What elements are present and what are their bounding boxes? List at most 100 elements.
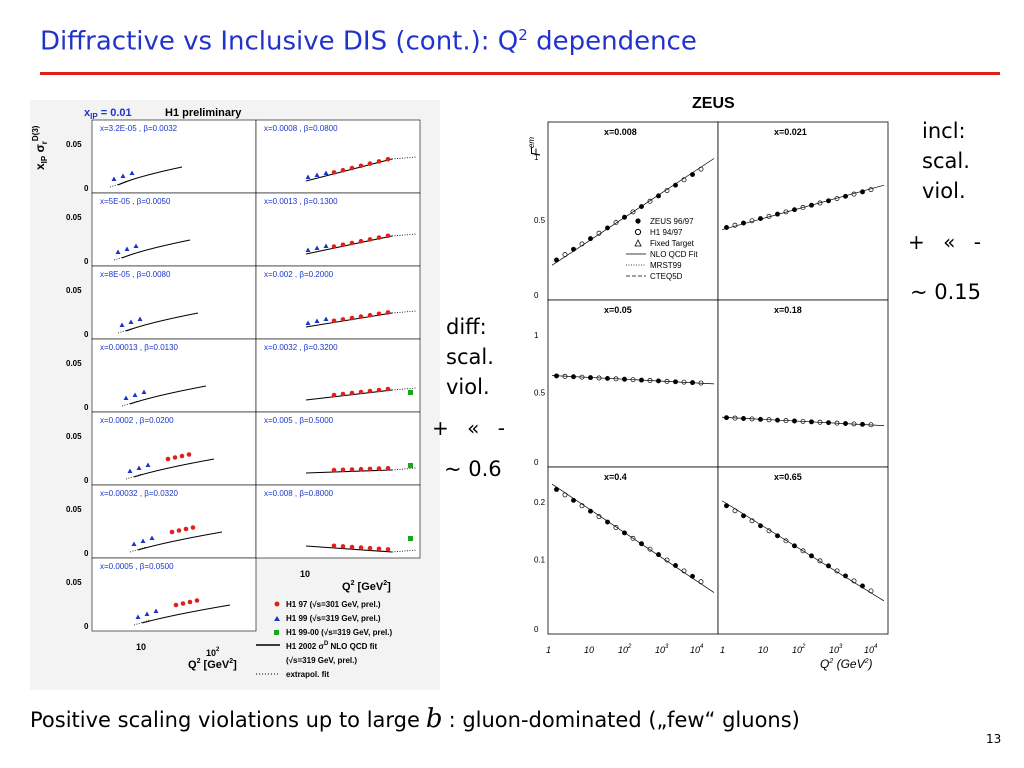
zeus-fit-line bbox=[721, 416, 885, 426]
h1-panel-frame bbox=[91, 557, 257, 632]
h1-ytick-label: 0.05 bbox=[66, 286, 82, 295]
zeus-ylabel: Fem bbox=[527, 137, 543, 156]
h1-99-point bbox=[305, 247, 311, 252]
h1-ytick-label: 0 bbox=[84, 330, 89, 339]
zeus-ytick-label: 0 bbox=[534, 625, 539, 634]
h1-ytick-label: 0.05 bbox=[66, 140, 82, 149]
incl-sign: + « - bbox=[908, 230, 987, 254]
h1-right-panel-label: x=0.008 , β=0.8000 bbox=[264, 489, 334, 498]
h1-fit-curve bbox=[121, 239, 191, 259]
h1-97-point bbox=[179, 453, 185, 459]
h1-97-point bbox=[349, 544, 355, 550]
svg-text:H1 99-00 (√s=319 GeV, prel.): H1 99-00 (√s=319 GeV, prel.) bbox=[286, 628, 392, 637]
h1-panel-frame bbox=[255, 119, 421, 194]
diff-annotation: diff: scal. viol. bbox=[446, 315, 494, 399]
zeus-panel-label: x=0.65 bbox=[774, 472, 802, 482]
diff-sign: + « - bbox=[432, 416, 511, 440]
h1-99-point bbox=[137, 316, 143, 321]
zeus-panel-label: x=0.008 bbox=[604, 127, 637, 137]
h1-99-point bbox=[111, 176, 117, 181]
h1-97-point bbox=[340, 544, 346, 549]
h1-99-point bbox=[305, 174, 311, 179]
zeus-panel-label: x=0.18 bbox=[774, 305, 802, 315]
h1-97-point bbox=[331, 467, 337, 473]
h1-99-point bbox=[140, 538, 146, 543]
h1-ylabel: xIP σrD(3) bbox=[31, 125, 49, 170]
h1-99-point bbox=[120, 173, 126, 178]
h1-99-point bbox=[127, 468, 133, 473]
h1-left-panel-label: x=0.0002 , β=0.0200 bbox=[100, 416, 174, 425]
h1-99-point bbox=[314, 318, 320, 323]
h1-99-point bbox=[135, 614, 141, 619]
h1-99-point bbox=[323, 243, 329, 248]
h1-97-point bbox=[358, 238, 364, 244]
zeus-point bbox=[605, 519, 610, 525]
h1-panel-frame bbox=[91, 484, 257, 559]
h1-99-point bbox=[144, 611, 150, 616]
zeus-xtick-label: 104 bbox=[690, 644, 704, 655]
h1-97-point bbox=[173, 602, 179, 608]
h1-97-point bbox=[367, 388, 373, 394]
h1-9900-point bbox=[408, 536, 413, 541]
zeus-xtick-label: 10 bbox=[758, 645, 768, 655]
zeus-point bbox=[656, 552, 661, 558]
h1-preliminary-label: H1 preliminary bbox=[165, 107, 242, 119]
h1-99-point bbox=[115, 249, 121, 254]
svg-text:ZEUS 96/97: ZEUS 96/97 bbox=[650, 217, 694, 226]
h1-97-point bbox=[385, 156, 391, 162]
svg-text:(√s=319 GeV, prel.): (√s=319 GeV, prel.) bbox=[286, 656, 357, 665]
zeus-panel-frame bbox=[547, 299, 719, 468]
h1-extrapol-curve bbox=[391, 233, 417, 237]
h1-fit-curve bbox=[129, 385, 207, 405]
h1-97-point bbox=[165, 456, 171, 462]
h1-left-panel-label: x=0.00032 , β=0.0320 bbox=[100, 489, 179, 498]
h1-97-point bbox=[194, 598, 200, 603]
legend-marker-h1-99 bbox=[274, 616, 280, 621]
zeus-panel-frame bbox=[547, 466, 719, 635]
h1-extrapol-curve bbox=[129, 546, 147, 553]
h1-extrapol-curve bbox=[391, 549, 417, 553]
zeus-point bbox=[605, 225, 610, 231]
h1-ytick-label: 0 bbox=[84, 549, 89, 558]
h1-99-point bbox=[153, 608, 159, 613]
zeus-ytick-label: 0 bbox=[534, 458, 539, 467]
zeus-fit-line bbox=[721, 184, 885, 231]
h1-ytick-label: 0.05 bbox=[66, 505, 82, 514]
h1-97-point bbox=[385, 386, 391, 392]
h1-diffractive-figure: xIP = 0.01 H1 preliminary xIP σrD(3) x=3… bbox=[30, 100, 440, 690]
h1-panel-frame bbox=[91, 338, 257, 413]
h1-extrapol-curve bbox=[391, 387, 417, 391]
h1-extrapol-curve bbox=[117, 327, 135, 334]
h1-panel-frame bbox=[91, 411, 257, 486]
svg-text:Fixed Target: Fixed Target bbox=[650, 239, 695, 248]
h1-97-point bbox=[331, 244, 337, 249]
h1-left-panel-label: x=3.2E-05 , β=0.0032 bbox=[100, 124, 178, 133]
h1-left-panel-label: x=0.00013 , β=0.0130 bbox=[100, 343, 179, 352]
h1-97-point bbox=[376, 466, 382, 471]
footer-statement: Positive scaling violations up to large b… bbox=[30, 704, 800, 734]
h1-97-point bbox=[367, 237, 373, 242]
zeus-xtick-label: 1 bbox=[546, 645, 551, 655]
h1-99-point bbox=[314, 172, 320, 177]
zeus-panel-frame bbox=[717, 299, 889, 468]
h1-97-point bbox=[183, 526, 189, 532]
h1-ytick-label: 0.05 bbox=[66, 213, 82, 222]
h1-97-point bbox=[358, 314, 364, 319]
h1-panel-frame bbox=[255, 338, 421, 413]
h1-ytick-label: 0 bbox=[84, 622, 89, 631]
h1-99-point bbox=[123, 395, 129, 400]
h1-97-point bbox=[180, 601, 186, 606]
h1-right-xtick-10: 10 bbox=[300, 569, 310, 579]
diff-approx: ~ 0.6 bbox=[444, 457, 502, 481]
h1-97-point bbox=[376, 235, 382, 240]
h1-panel-frame bbox=[255, 484, 421, 559]
h1-97-point bbox=[367, 161, 373, 166]
h1-97-point bbox=[349, 390, 355, 396]
h1-right-panel-label: x=0.005 , β=0.5000 bbox=[264, 416, 334, 425]
h1-extrapol-curve bbox=[391, 310, 417, 314]
h1-ytick-label: 0.05 bbox=[66, 359, 82, 368]
incl-approx: ~ 0.15 bbox=[910, 280, 982, 304]
h1-ytick-label: 0 bbox=[84, 257, 89, 266]
svg-text:H1 99 (√s=319 GeV, prel.): H1 99 (√s=319 GeV, prel.) bbox=[286, 614, 381, 623]
h1-97-point bbox=[331, 318, 337, 324]
